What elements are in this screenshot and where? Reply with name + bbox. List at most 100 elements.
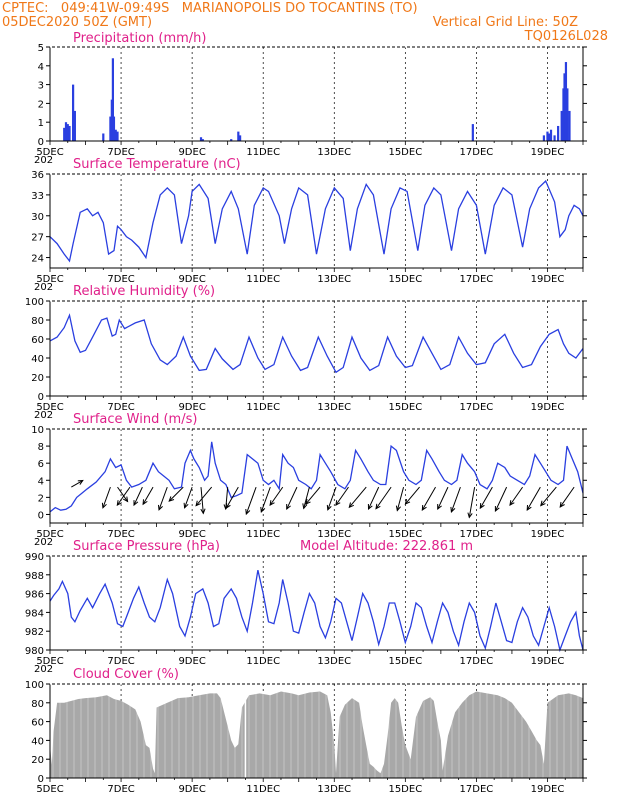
x-tick-label: 19DEC xyxy=(531,402,565,413)
y-tick-label: 60 xyxy=(31,718,44,729)
wind-arrow-head xyxy=(326,504,332,511)
wind-arrow-head xyxy=(142,499,148,506)
x-year-stub: 202 xyxy=(34,664,53,675)
wind-arrow-head xyxy=(526,504,532,511)
x-tick-label: 15DEC xyxy=(388,784,422,795)
precip-bar xyxy=(548,133,551,141)
precip-bar xyxy=(64,122,68,141)
wind-arrow-head xyxy=(269,500,275,507)
x-tick-label: 5DEC xyxy=(36,529,63,540)
wind-arrow-head xyxy=(348,502,355,509)
x-tick-label: 5DEC xyxy=(36,656,63,667)
wind-arrow xyxy=(142,486,154,505)
x-tick-label: 7DEC xyxy=(107,529,134,540)
wind-arrow-head xyxy=(245,508,251,516)
wind-arrow xyxy=(168,486,184,502)
y-tick-label: 0 xyxy=(38,392,44,403)
x-tick-label: 9DEC xyxy=(178,147,205,158)
wind-arrow xyxy=(195,486,213,506)
wind-arrow-head xyxy=(305,498,311,505)
x-tick-label: 11DEC xyxy=(246,274,280,285)
x-tick-label: 9DEC xyxy=(178,274,205,285)
y-tick-label: 100 xyxy=(25,297,44,308)
wind-arrow xyxy=(437,486,449,510)
wind-arrow xyxy=(305,486,321,505)
wind-arrow xyxy=(396,486,405,511)
y-tick-label: 36 xyxy=(31,170,44,181)
x-tick-label: 5DEC xyxy=(36,147,63,158)
x-year-stub: 202 xyxy=(34,410,53,421)
wind-arrow-head xyxy=(260,506,266,513)
wind-title: Surface Wind (m/s) xyxy=(73,412,197,427)
y-tick-label: 2 xyxy=(38,493,44,504)
wind-arrow xyxy=(375,486,392,510)
x-tick-label: 17DEC xyxy=(460,784,494,795)
y-tick-label: 40 xyxy=(31,736,44,747)
precipitation-frame xyxy=(49,46,584,142)
precip-bar xyxy=(199,137,203,141)
y-tick-label: 1 xyxy=(38,118,44,129)
wind-arrow-head xyxy=(183,502,189,509)
wind-arrow xyxy=(260,486,271,513)
x-tick-label: 13DEC xyxy=(317,147,351,158)
temperature-title: Surface Temperature (nC) xyxy=(73,157,241,172)
wind-arrow xyxy=(479,486,493,509)
precip-bar xyxy=(102,133,105,141)
wind-arrow xyxy=(368,486,380,510)
wind-arrow xyxy=(71,480,84,488)
x-tick-label: 17DEC xyxy=(460,147,494,158)
precip-bar xyxy=(239,135,242,141)
humidity-frame xyxy=(49,300,584,397)
wind-arrow xyxy=(468,487,476,518)
x-tick-label: 13DEC xyxy=(317,402,351,413)
wind-arrow-head xyxy=(195,500,201,507)
x-tick-label: 17DEC xyxy=(460,656,494,667)
wind-arrow-head xyxy=(225,503,231,510)
precip-bar xyxy=(549,129,553,141)
y-tick-label: 10 xyxy=(31,425,44,436)
wind-arrow xyxy=(245,486,257,515)
x-tick-label: 5DEC xyxy=(36,784,63,795)
y-tick-label: 986 xyxy=(25,590,44,601)
precip-bar xyxy=(112,116,116,141)
x-tick-label: 13DEC xyxy=(317,529,351,540)
x-tick-label: 13DEC xyxy=(317,656,351,667)
precip-bar xyxy=(542,135,546,141)
y-tick-label: 80 xyxy=(31,699,44,710)
wind-arrow-head xyxy=(375,503,381,510)
wind-arrow xyxy=(133,486,143,506)
precip-bar xyxy=(201,139,204,141)
precip-bar xyxy=(230,139,233,141)
y-tick-label: 80 xyxy=(31,316,44,327)
x-tick-label: 15DEC xyxy=(388,402,422,413)
x-tick-label: 7DEC xyxy=(107,656,134,667)
y-tick-label: 4 xyxy=(38,62,44,73)
x-tick-label: 19DEC xyxy=(531,656,565,667)
precip-bar xyxy=(560,110,563,141)
wind-arrow-head xyxy=(335,500,341,507)
x-tick-label: 9DEC xyxy=(178,656,205,667)
y-tick-label: 30 xyxy=(31,212,44,223)
pressure-subtitle: Model Altitude: 222.861 m xyxy=(300,539,473,554)
y-tick-label: 0 xyxy=(38,774,44,785)
precip-bar xyxy=(546,131,549,141)
y-tick-label: 4 xyxy=(38,476,44,487)
y-tick-label: 990 xyxy=(25,552,44,563)
wind-arrow-head xyxy=(116,500,122,507)
wind-arrow-head xyxy=(286,504,291,511)
y-tick-label: 20 xyxy=(31,755,44,766)
wind-arrow xyxy=(286,486,298,510)
x-tick-label: 13DEC xyxy=(317,784,351,795)
x-tick-label: 11DEC xyxy=(246,147,280,158)
wind-arrow-head xyxy=(494,506,500,513)
y-tick-label: 100 xyxy=(25,680,44,691)
wind-arrow xyxy=(526,486,541,511)
precip-bar xyxy=(63,127,66,141)
wind-arrow xyxy=(200,487,204,514)
precip-bar xyxy=(566,88,569,141)
x-tick-label: 11DEC xyxy=(246,529,280,540)
wind-arrow xyxy=(421,486,436,511)
precip-bar xyxy=(557,125,560,141)
x-tick-label: 17DEC xyxy=(460,529,494,540)
x-tick-label: 7DEC xyxy=(107,784,134,795)
